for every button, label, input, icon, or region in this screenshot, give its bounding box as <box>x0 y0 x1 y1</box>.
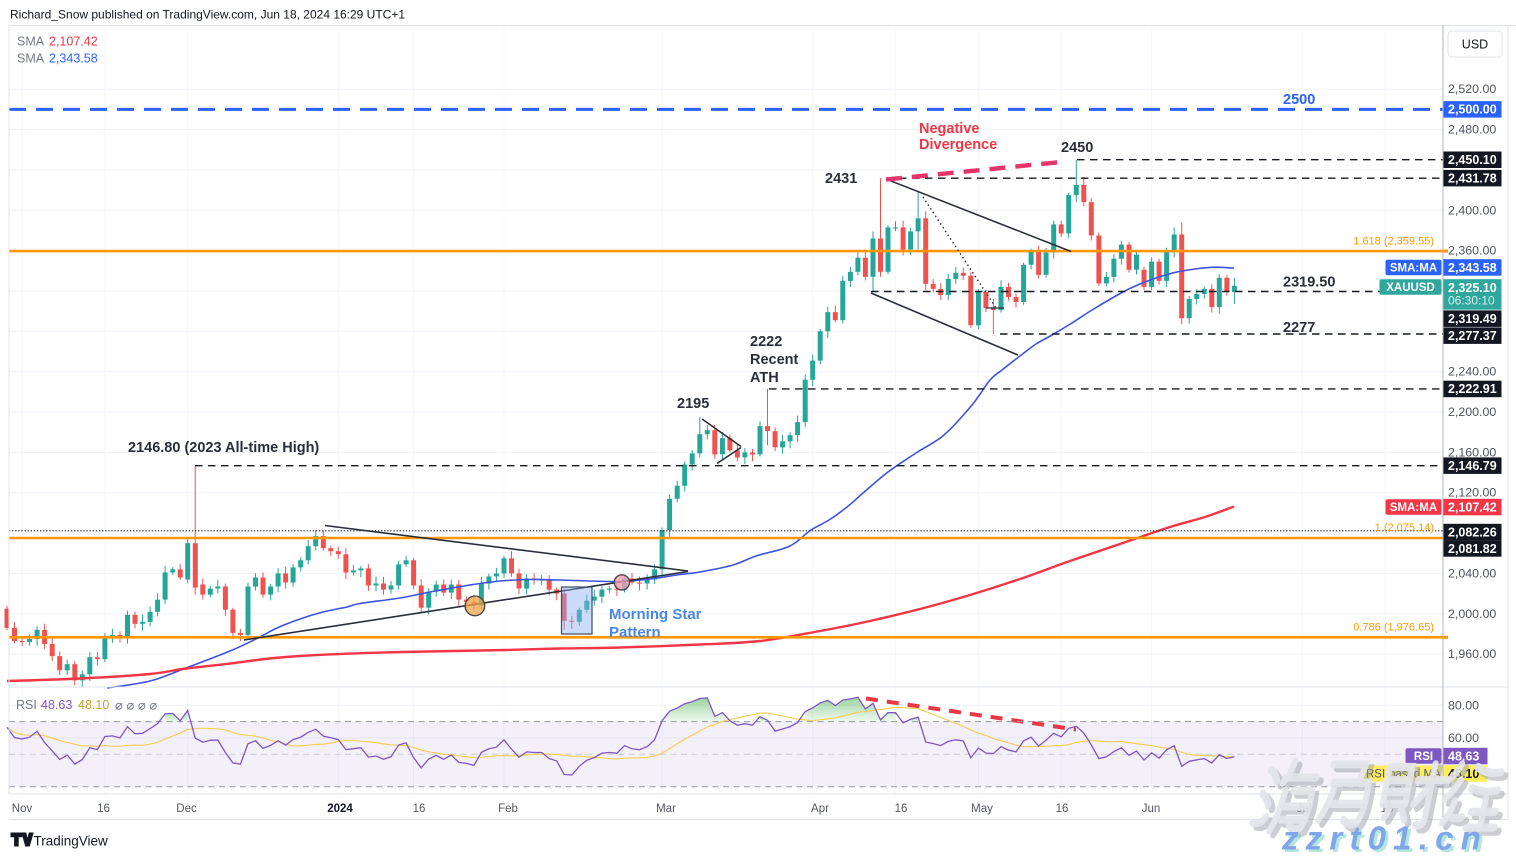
svg-text:2,343.58: 2,343.58 <box>49 52 98 66</box>
svg-text:2,120.00: 2,120.00 <box>1448 486 1496 500</box>
svg-text:Divergence: Divergence <box>919 137 997 153</box>
svg-text:60.00: 60.00 <box>1448 731 1479 745</box>
svg-text:2,325.10: 2,325.10 <box>1448 281 1497 295</box>
svg-text:SMA: SMA <box>17 52 45 66</box>
svg-text:06:30:10: 06:30:10 <box>1448 294 1495 308</box>
svg-text:2,277.37: 2,277.37 <box>1448 329 1497 343</box>
svg-text:2,450.10: 2,450.10 <box>1448 153 1497 167</box>
svg-text:SMA: SMA <box>17 35 45 49</box>
svg-text:2,222.91: 2,222.91 <box>1448 382 1497 396</box>
svg-text:RSI: RSI <box>16 698 37 712</box>
svg-text:2024: 2024 <box>327 803 353 815</box>
svg-text:2,431.78: 2,431.78 <box>1448 172 1497 186</box>
svg-text:Dec: Dec <box>176 803 197 815</box>
svg-text:Mar: Mar <box>656 803 676 815</box>
svg-text:16: 16 <box>97 803 110 815</box>
svg-text:0.786 (1,976.65): 0.786 (1,976.65) <box>1353 622 1434 634</box>
svg-text:48.63: 48.63 <box>1448 749 1479 763</box>
svg-text:2,107.42: 2,107.42 <box>49 35 98 49</box>
svg-text:2,400.00: 2,400.00 <box>1448 203 1496 217</box>
svg-text:2,040.00: 2,040.00 <box>1448 566 1496 580</box>
svg-text:2500: 2500 <box>1283 92 1315 108</box>
svg-text:zzrt01.cn: zzrt01.cn <box>1281 820 1488 857</box>
svg-text:zzrt01.cn: zzrt01.cn <box>1284 822 1491 857</box>
svg-text:2,240.00: 2,240.00 <box>1448 365 1496 379</box>
svg-text:SMA:MA: SMA:MA <box>1390 502 1437 514</box>
svg-text:SMA:MA: SMA:MA <box>1390 263 1437 275</box>
svg-text:2146.80 (2023 All-time High): 2146.80 (2023 All-time High) <box>128 440 319 456</box>
svg-text:2450: 2450 <box>1061 140 1093 156</box>
svg-text:2,146.79: 2,146.79 <box>1448 459 1497 473</box>
svg-text:16: 16 <box>895 803 908 815</box>
svg-text:Nov: Nov <box>12 803 33 815</box>
svg-text:2,520.00: 2,520.00 <box>1448 82 1496 96</box>
svg-text:2,082.26: 2,082.26 <box>1448 525 1497 539</box>
svg-text:2,500.00: 2,500.00 <box>1448 103 1497 117</box>
svg-text:2,107.42: 2,107.42 <box>1448 500 1497 514</box>
svg-text:2277: 2277 <box>1283 320 1315 336</box>
svg-text:16: 16 <box>413 803 426 815</box>
svg-text:Richard_Snow published on Trad: Richard_Snow published on TradingView.co… <box>10 8 405 22</box>
svg-text:2,000.00: 2,000.00 <box>1448 607 1496 621</box>
svg-text:1,960.00: 1,960.00 <box>1448 647 1496 661</box>
svg-text:Pattern: Pattern <box>609 624 661 641</box>
svg-text:1 (2,075.14): 1 (2,075.14) <box>1375 522 1434 534</box>
svg-text:2431: 2431 <box>825 171 857 187</box>
svg-text:TradingView: TradingView <box>34 834 109 849</box>
svg-text:Apr: Apr <box>811 803 829 815</box>
svg-text:USD: USD <box>1462 38 1488 52</box>
svg-text:Negative: Negative <box>919 121 979 137</box>
svg-text:2319.50: 2319.50 <box>1283 275 1335 291</box>
svg-text:2195: 2195 <box>677 396 709 412</box>
svg-text:2,343.58: 2,343.58 <box>1448 261 1497 275</box>
svg-text:16: 16 <box>1056 803 1069 815</box>
svg-text:2,200.00: 2,200.00 <box>1448 405 1496 419</box>
svg-text:XAUUSD: XAUUSD <box>1386 282 1435 294</box>
svg-text:Recent: Recent <box>750 352 799 368</box>
svg-text:2222: 2222 <box>750 334 782 350</box>
svg-text:ATH: ATH <box>750 370 779 386</box>
svg-text:Morning Star: Morning Star <box>609 606 702 623</box>
svg-text:Feb: Feb <box>498 803 518 815</box>
svg-text:80.00: 80.00 <box>1448 698 1479 712</box>
svg-text:48.63: 48.63 <box>41 698 72 712</box>
svg-text:⌀ ⌀ ⌀ ⌀: ⌀ ⌀ ⌀ ⌀ <box>115 698 157 713</box>
svg-text:2,319.49: 2,319.49 <box>1448 312 1497 326</box>
svg-text:RSI: RSI <box>1414 751 1433 763</box>
svg-text:2,160.00: 2,160.00 <box>1448 445 1496 459</box>
svg-text:2,360.00: 2,360.00 <box>1448 244 1496 258</box>
svg-text:Jun: Jun <box>1142 803 1161 815</box>
svg-text:2,081.82: 2,081.82 <box>1448 542 1497 556</box>
svg-text:2,480.00: 2,480.00 <box>1448 123 1496 137</box>
svg-text:May: May <box>971 803 993 815</box>
svg-text:1.618 (2,359.55): 1.618 (2,359.55) <box>1353 236 1434 248</box>
svg-text:48.10: 48.10 <box>78 698 109 712</box>
